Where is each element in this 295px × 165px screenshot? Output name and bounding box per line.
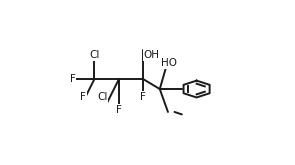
Text: F: F xyxy=(140,92,146,102)
Text: Cl: Cl xyxy=(97,92,107,102)
Text: Cl: Cl xyxy=(89,50,99,60)
Text: F: F xyxy=(70,74,76,84)
Text: F: F xyxy=(80,92,86,102)
Text: OH: OH xyxy=(143,50,159,60)
Text: F: F xyxy=(116,105,122,115)
Text: HO: HO xyxy=(161,58,177,68)
